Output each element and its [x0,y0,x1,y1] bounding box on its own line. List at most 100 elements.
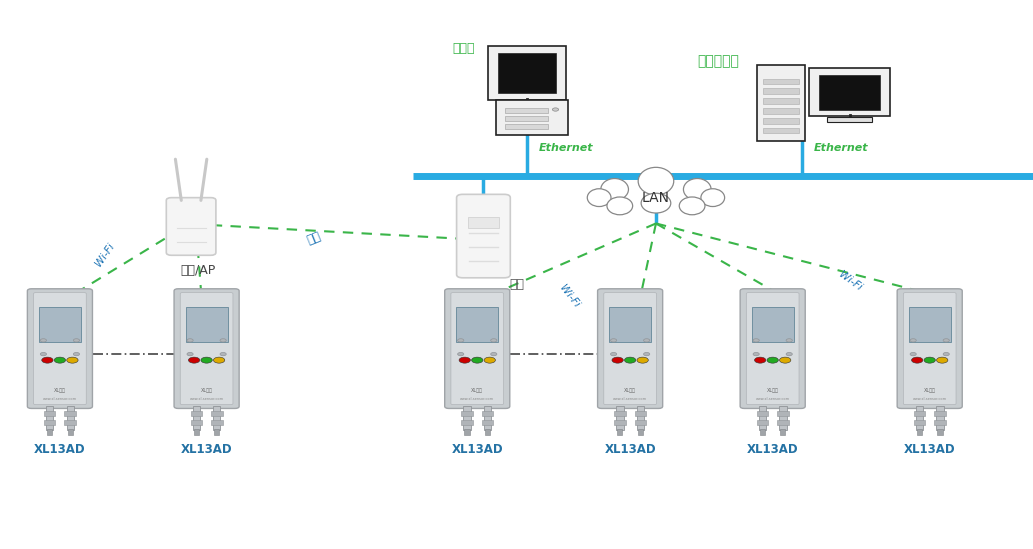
Text: Wi-Fi: Wi-Fi [837,270,864,293]
Circle shape [201,357,213,363]
Bar [481,421,493,425]
Bar [916,406,924,430]
Ellipse shape [701,189,724,206]
Text: www.xl-sensor.com: www.xl-sensor.com [460,397,495,401]
Circle shape [911,357,922,363]
Circle shape [766,357,779,363]
Circle shape [67,357,79,363]
Text: XL传科: XL传科 [766,388,779,393]
Text: XL13AD: XL13AD [604,443,656,456]
Bar [934,411,945,416]
Circle shape [624,357,636,363]
FancyBboxPatch shape [609,306,651,342]
Bar [934,421,945,425]
Text: Wi-Fi: Wi-Fi [558,283,582,310]
FancyBboxPatch shape [39,306,81,342]
Bar [617,406,624,430]
Bar [759,406,766,430]
Circle shape [754,357,765,363]
Circle shape [780,357,791,363]
Bar [763,79,799,84]
Circle shape [40,339,46,342]
Bar [465,429,470,435]
Text: LAN: LAN [641,191,670,205]
Text: XL13AD: XL13AD [181,443,232,456]
Text: www.xl-sensor.com: www.xl-sensor.com [755,397,790,401]
FancyBboxPatch shape [450,293,504,405]
Bar [484,429,490,435]
Circle shape [472,357,483,363]
Bar [211,411,222,416]
FancyBboxPatch shape [457,306,498,342]
FancyBboxPatch shape [909,306,950,342]
Text: XL传科: XL传科 [924,388,936,393]
FancyBboxPatch shape [757,65,805,141]
Bar [634,411,646,416]
Bar [777,421,788,425]
Ellipse shape [601,178,628,200]
FancyBboxPatch shape [166,198,216,255]
FancyBboxPatch shape [181,293,233,405]
FancyBboxPatch shape [457,194,510,278]
Bar [66,406,73,430]
Ellipse shape [607,197,632,215]
Text: 网桥/AP: 网桥/AP [181,265,216,277]
FancyBboxPatch shape [186,306,227,342]
Bar [827,117,872,122]
Circle shape [187,339,193,342]
Circle shape [220,339,226,342]
Bar [505,108,549,113]
Circle shape [41,357,53,363]
Bar [779,406,786,430]
Bar [191,421,202,425]
Ellipse shape [588,189,611,206]
Bar [615,411,626,416]
Text: www.xl-sensor.com: www.xl-sensor.com [42,397,77,401]
Bar [193,406,200,430]
Circle shape [611,339,617,342]
Bar [819,75,880,110]
FancyBboxPatch shape [444,289,510,408]
Circle shape [786,352,792,356]
Bar [468,217,499,228]
Bar [481,411,493,416]
Text: XL传科: XL传科 [624,388,636,393]
FancyBboxPatch shape [174,289,240,408]
Text: Ethernet: Ethernet [814,143,869,153]
Bar [615,421,626,425]
Bar [211,421,222,425]
Text: 操作站: 操作站 [452,42,475,55]
Text: Wi-Fi: Wi-Fi [93,242,116,268]
Circle shape [458,352,464,356]
Bar [637,429,643,435]
Bar [914,411,926,416]
Text: XL传科: XL传科 [471,388,483,393]
FancyBboxPatch shape [28,289,93,408]
Bar [464,406,471,430]
Circle shape [644,352,650,356]
Circle shape [753,339,759,342]
FancyBboxPatch shape [903,293,957,405]
Text: www.xl-sensor.com: www.xl-sensor.com [189,397,224,401]
Circle shape [910,339,916,342]
Bar [777,411,788,416]
Bar [780,429,785,435]
Bar [763,108,799,114]
Circle shape [73,352,80,356]
Bar [763,88,799,94]
Circle shape [187,352,193,356]
FancyBboxPatch shape [497,100,568,135]
Bar [46,406,54,430]
Bar [763,98,799,104]
Circle shape [637,357,649,363]
Bar [483,406,491,430]
Ellipse shape [680,197,705,215]
Circle shape [553,108,559,111]
Ellipse shape [684,178,711,200]
Bar [194,429,199,435]
Bar [64,421,75,425]
Bar [505,116,549,121]
Bar [760,429,765,435]
Circle shape [458,339,464,342]
Bar [67,429,72,435]
